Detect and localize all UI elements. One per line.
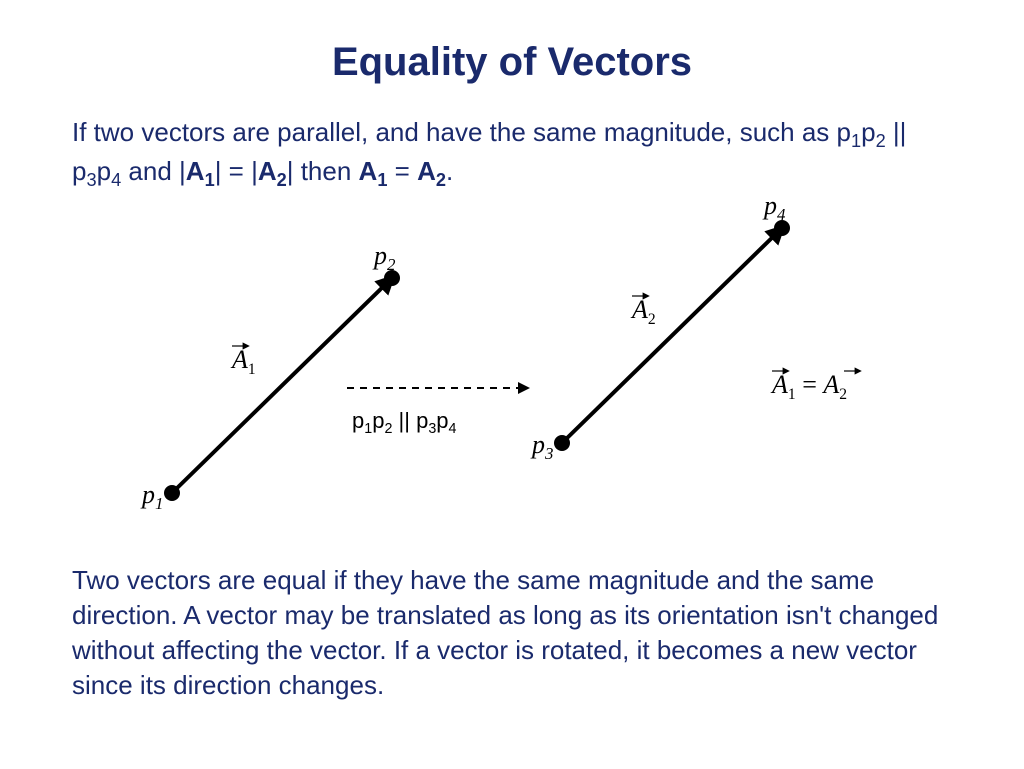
svg-text:p1: p1 bbox=[140, 480, 163, 513]
svg-text:p1p2 || p3p4: p1p2 || p3p4 bbox=[352, 408, 457, 437]
vector-diagram: p1 p2 A1 p3 p4 A2 p1p2 || p3p4 A1 = A2 bbox=[72, 193, 952, 523]
subscript: 2 bbox=[876, 131, 886, 151]
text-segment: and | bbox=[121, 156, 186, 186]
text-segment: = bbox=[387, 156, 417, 186]
text-segment: A bbox=[359, 156, 378, 186]
text-segment: | = | bbox=[215, 156, 258, 186]
explanation-paragraph: Two vectors are equal if they have the s… bbox=[0, 563, 1024, 703]
svg-text:p3: p3 bbox=[530, 430, 553, 463]
subscript: 2 bbox=[277, 170, 287, 190]
text-segment: A bbox=[258, 156, 277, 186]
svg-text:A1 = A2: A1 = A2 bbox=[770, 370, 847, 403]
text-segment: A bbox=[186, 156, 205, 186]
page-title: Equality of Vectors bbox=[0, 0, 1024, 85]
text-segment: . bbox=[446, 156, 453, 186]
svg-text:p2: p2 bbox=[372, 241, 396, 274]
svg-text:A2: A2 bbox=[630, 295, 656, 328]
text-segment: p bbox=[861, 117, 875, 147]
subscript: 4 bbox=[111, 170, 121, 190]
intro-paragraph: If two vectors are parallel, and have th… bbox=[0, 115, 1024, 193]
svg-text:p4: p4 bbox=[762, 193, 786, 224]
subscript: 1 bbox=[205, 170, 215, 190]
text-segment: | then bbox=[287, 156, 359, 186]
text-segment: p bbox=[97, 156, 111, 186]
svg-text:A1: A1 bbox=[230, 345, 256, 378]
subscript: 1 bbox=[377, 170, 387, 190]
subscript: 1 bbox=[851, 131, 861, 151]
diagram-svg: p1 p2 A1 p3 p4 A2 p1p2 || p3p4 A1 = A2 bbox=[72, 193, 952, 523]
subscript: 3 bbox=[86, 170, 96, 190]
text-segment: A bbox=[417, 156, 436, 186]
text-segment: If two vectors are parallel, and have th… bbox=[72, 117, 851, 147]
subscript: 2 bbox=[436, 170, 446, 190]
